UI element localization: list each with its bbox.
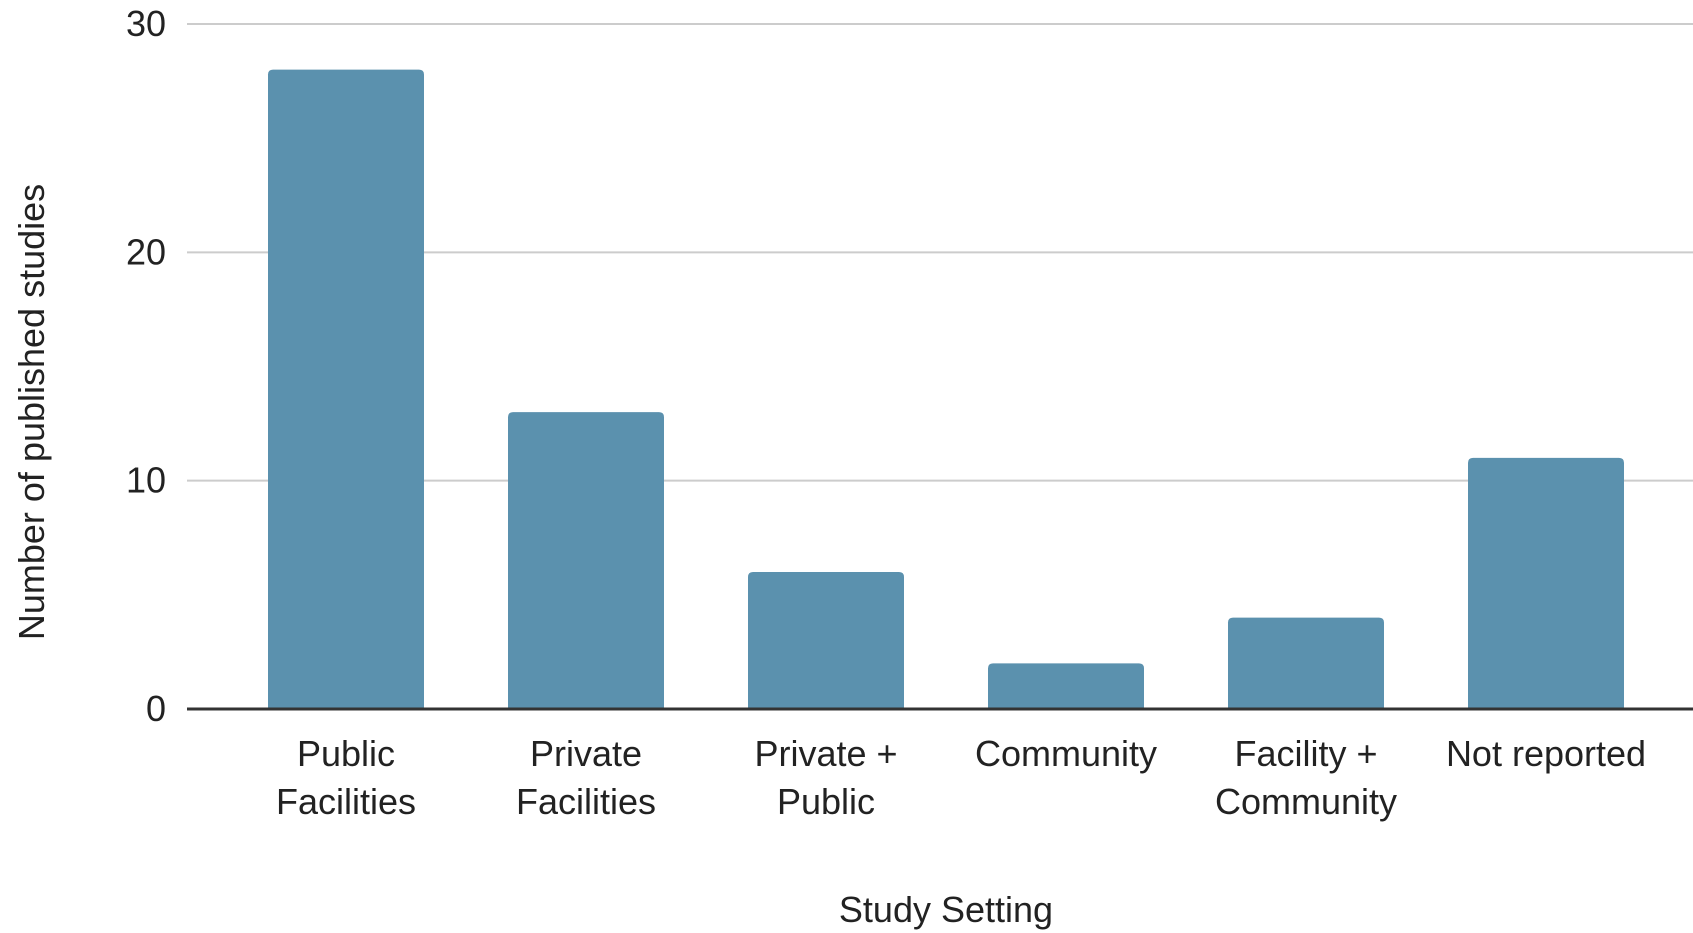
bar <box>988 663 1144 709</box>
x-category-label: Community <box>1215 781 1397 822</box>
x-axis-category-labels: Public Facilities Private Facilities Private… <box>276 733 1646 822</box>
y-axis-title: Number of published studies <box>11 184 52 640</box>
bars <box>268 69 1624 709</box>
bar <box>1228 617 1384 709</box>
y-tick-label: 20 <box>126 231 166 272</box>
x-category-label: Private <box>530 733 642 774</box>
x-category-label: Facilities <box>516 781 656 822</box>
x-category-label: Community <box>975 733 1157 774</box>
bar <box>1468 457 1624 709</box>
x-category-label: Public <box>777 781 875 822</box>
y-tick-label: 10 <box>126 460 166 501</box>
x-category-label: Facilities <box>276 781 416 822</box>
bar <box>508 412 664 709</box>
gridlines <box>187 23 1693 482</box>
x-axis-title: Study Setting <box>839 889 1053 930</box>
bar <box>268 69 424 709</box>
y-tick-label: 0 <box>146 688 166 729</box>
x-category-label: Facility + <box>1234 733 1377 774</box>
bar <box>748 572 904 709</box>
x-category-label: Public <box>297 733 395 774</box>
x-category-label: Not reported <box>1446 733 1646 774</box>
y-tick-label: 30 <box>126 3 166 44</box>
y-axis-ticks: 0 10 20 30 <box>126 3 166 729</box>
x-category-label: Private + <box>754 733 897 774</box>
